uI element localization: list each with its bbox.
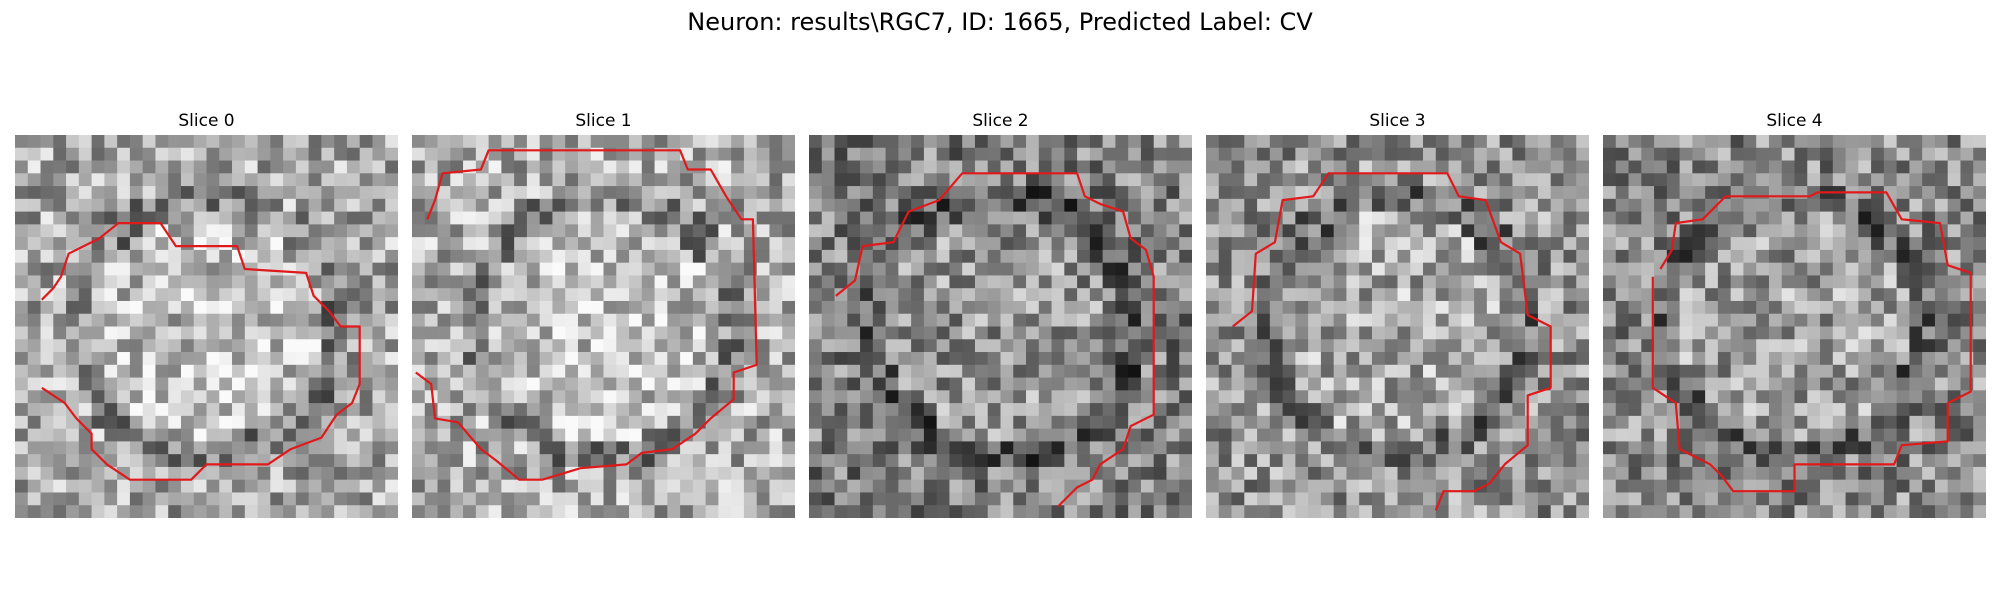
slice-title: Slice 1 bbox=[412, 109, 795, 133]
slice-panel-1: Slice 1 bbox=[412, 109, 795, 518]
figure-title: Neuron: results\RGC7, ID: 1665, Predicte… bbox=[0, 8, 2000, 36]
slice-title: Slice 4 bbox=[1603, 109, 1986, 133]
slice-image bbox=[809, 135, 1192, 518]
slice-title: Slice 2 bbox=[809, 109, 1192, 133]
slice-image bbox=[1206, 135, 1589, 518]
slice-image bbox=[15, 135, 398, 518]
slice-title: Slice 0 bbox=[15, 109, 398, 133]
slice-image bbox=[412, 135, 795, 518]
slice-panel-0: Slice 0 bbox=[15, 109, 398, 518]
slice-panel-3: Slice 3 bbox=[1206, 109, 1589, 518]
slice-image bbox=[1603, 135, 1986, 518]
slice-panel-4: Slice 4 bbox=[1603, 109, 1986, 518]
slice-panel-2: Slice 2 bbox=[809, 109, 1192, 518]
slice-title: Slice 3 bbox=[1206, 109, 1589, 133]
